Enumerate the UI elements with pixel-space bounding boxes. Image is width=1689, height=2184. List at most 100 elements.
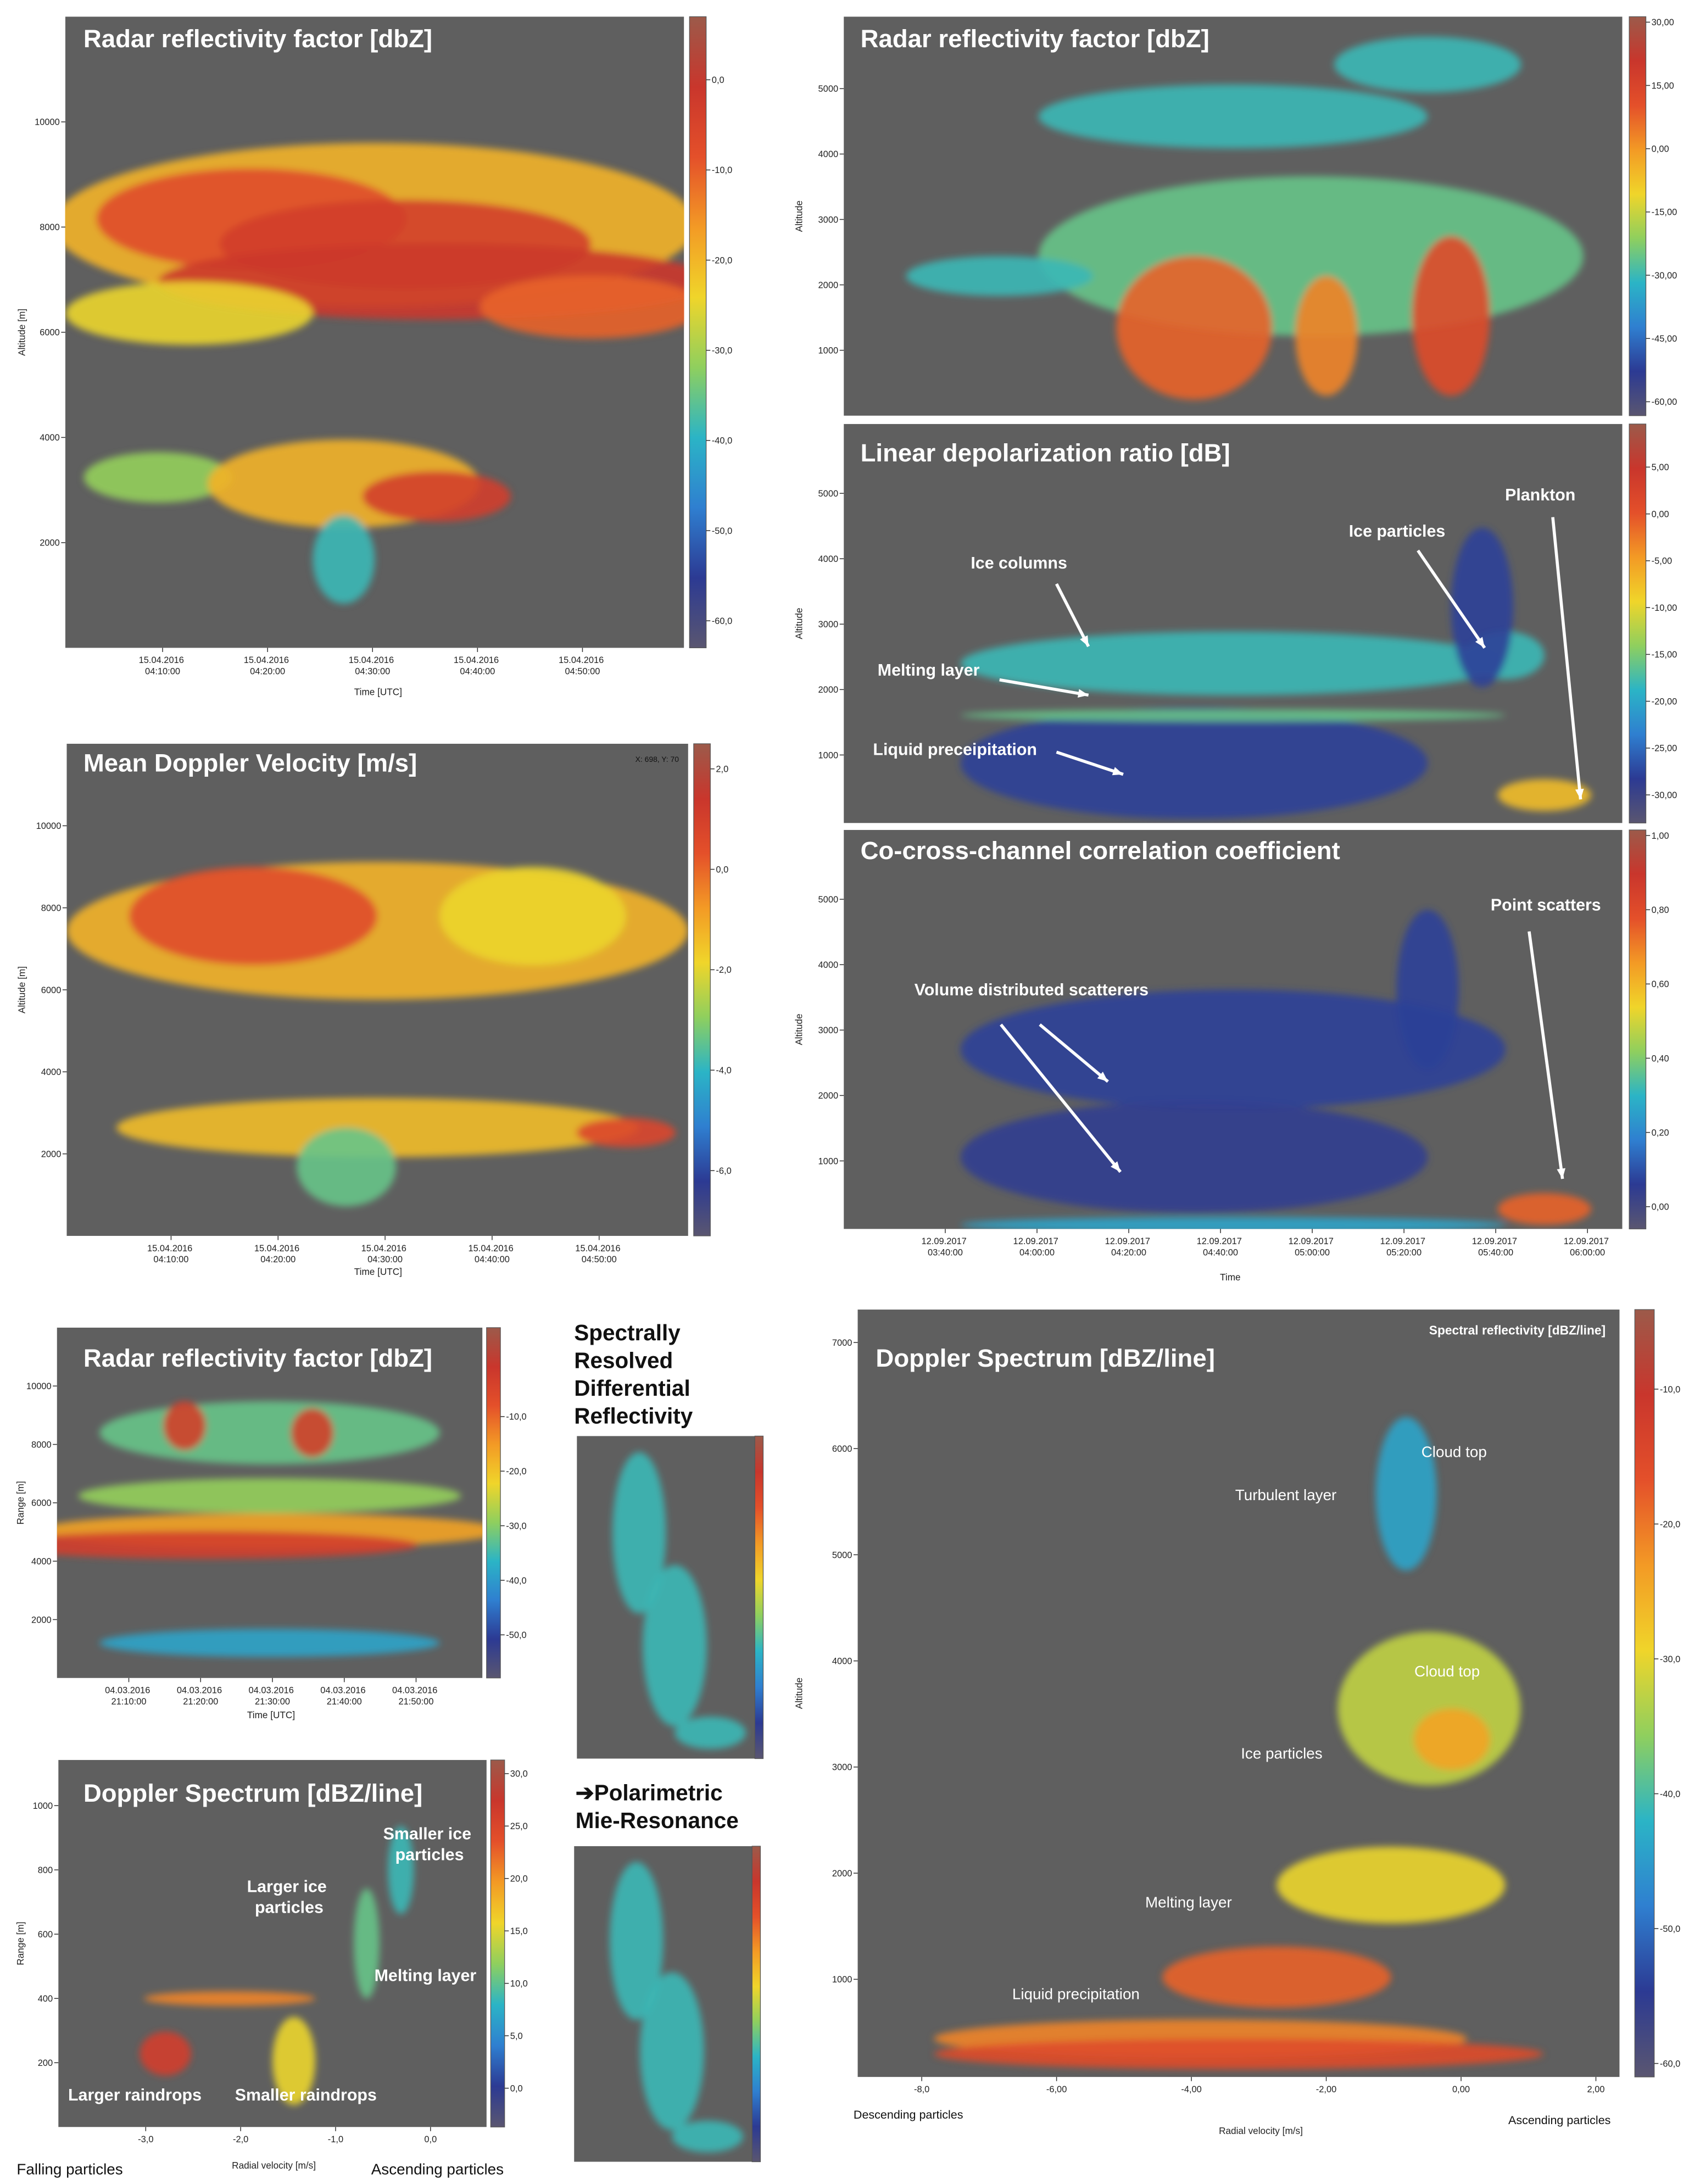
y-tick-label: 2000 — [818, 1091, 839, 1101]
heatmap-image — [960, 910, 1591, 1229]
intensity-region — [1038, 84, 1428, 149]
colorbar-tick-label: 0,00 — [1652, 509, 1669, 519]
colorbar-tick-label: -5,00 — [1652, 556, 1672, 566]
y-tick-label: 4000 — [818, 554, 839, 564]
y-tick-label: 2000 — [41, 1149, 62, 1159]
y-axis-label: Altitude — [793, 1678, 804, 1709]
intensity-region — [99, 1629, 440, 1657]
intensity-region — [78, 1478, 461, 1514]
y-tick-label: 4000 — [31, 1557, 52, 1567]
panel-title: Spectrally Resolved Differential Reflect… — [574, 1320, 696, 1429]
intensity-region — [1375, 1417, 1437, 1571]
y-tick-label: 10000 — [26, 1381, 52, 1391]
x-tick-label: 2,00 — [1587, 2085, 1604, 2094]
text-line: particles — [255, 1898, 324, 1916]
intensity-region — [354, 1888, 380, 1999]
x-tick-label: -8,0 — [914, 2085, 929, 2094]
panel-title: Radar reflectivity factor [dbZ] — [83, 25, 432, 53]
y-tick-label: 5000 — [832, 1550, 852, 1560]
colorbar-tick-label: 25,0 — [510, 1821, 528, 1831]
text-line: 12.09.2017 — [1013, 1236, 1061, 1246]
intensity-region — [906, 256, 1093, 296]
text-line: 12.09.2017 — [1472, 1236, 1520, 1246]
intensity-region — [144, 1991, 315, 2006]
text-line: 05:20:00 — [1386, 1247, 1422, 1257]
x-tick-label: 15.04.2016 04:10:00 — [147, 1244, 195, 1264]
text-line: 06:00:00 — [1570, 1247, 1605, 1257]
colorbar-tick-label: 0,80 — [1652, 905, 1669, 915]
panel-title: Mean Doppler Velocity [m/s] — [83, 749, 417, 777]
text-line: 15.04.2016 — [559, 655, 606, 665]
colorbar-tick-label: 5,00 — [1652, 463, 1669, 472]
x-tick-label: 04.03.2016 21:40:00 — [320, 1686, 368, 1707]
intensity-region — [57, 1530, 419, 1559]
colorbar-tick-label: 30,00 — [1652, 18, 1674, 27]
text-line: Larger ice — [247, 1878, 332, 1896]
x-tick-label: 12.09.2017 06:00:00 — [1564, 1236, 1612, 1257]
text-line: 04:10:00 — [145, 666, 180, 676]
colorbar-tick-label: -30,00 — [1652, 271, 1677, 281]
annotation: Ice particles — [1349, 522, 1446, 541]
intensity-region — [1497, 1193, 1591, 1225]
x-tick-label: 04.03.2016 21:20:00 — [177, 1686, 225, 1707]
y-tick-label: 3000 — [818, 215, 839, 225]
colorbar-tick-label: -25,00 — [1652, 744, 1677, 754]
annotation: Liquid preceipitation — [873, 740, 1037, 759]
y-tick-label: 2000 — [818, 685, 839, 695]
heatmap-image — [65, 143, 684, 604]
intensity-region — [1295, 276, 1358, 396]
annotation-arrow — [1039, 1023, 1109, 1083]
text-line: 12.09.2017 — [1564, 1236, 1612, 1246]
x-tick-label: 04.03.2016 21:50:00 — [392, 1686, 440, 1707]
x-tick-label: -6,00 — [1046, 2085, 1067, 2094]
colorbar-tick-label: 0,00 — [1652, 144, 1669, 154]
annotation: Point scatters — [1491, 896, 1601, 915]
colorbar-tick-label: -2,0 — [716, 965, 731, 975]
text-line: 04:30:00 — [367, 1255, 403, 1264]
colorbar — [689, 16, 707, 649]
x-tick-label: 15.04.2016 04:30:00 — [361, 1244, 409, 1264]
arrow-head — [1097, 1072, 1108, 1082]
colorbar — [486, 1327, 501, 1679]
colorbar-tick-label: 0,0 — [716, 865, 728, 874]
y-axis-label: Altitude [m] — [16, 309, 27, 356]
y-tick-label: 2000 — [832, 1869, 852, 1879]
y-tick-label: 4000 — [818, 149, 839, 159]
text-line: 15.04.2016 — [139, 655, 187, 665]
direction-label: Ascending particles — [371, 2160, 504, 2177]
y-tick-label: 10000 — [35, 118, 60, 127]
text-line: 21:30:00 — [255, 1697, 290, 1707]
x-tick-label: 04.03.2016 21:10:00 — [105, 1686, 153, 1707]
text-line: Mie-Resonance — [576, 1808, 739, 1833]
colorbar — [754, 1435, 764, 1759]
colorbar — [693, 743, 711, 1236]
intensity-region — [1412, 236, 1490, 396]
intensity-region — [1497, 779, 1591, 811]
y-axis-label: Range [m] — [15, 1481, 26, 1524]
colorbar-tick-label: -40,0 — [712, 436, 732, 446]
text-line: 15.04.2016 — [349, 655, 397, 665]
text-line: 04:50:00 — [582, 1255, 617, 1264]
x-tick-label: 15.04.2016 04:40:00 — [454, 655, 501, 676]
y-tick-label: 6000 — [31, 1498, 52, 1508]
text-line: 04.03.2016 — [177, 1686, 225, 1696]
panel-title: Doppler Spectrum [dBZ/line] — [83, 1779, 422, 1807]
x-tick-label: 12.09.2017 05:40:00 — [1472, 1236, 1520, 1257]
intensity-region — [65, 281, 313, 345]
text-line: 15.04.2016 — [147, 1244, 195, 1253]
text-line: 04.03.2016 — [249, 1686, 297, 1696]
x-tick-label: 12.09.2017 04:40:00 — [1197, 1236, 1245, 1257]
annotation: Volume distributed scatterers — [915, 981, 1149, 999]
text-line: 12.09.2017 — [1380, 1236, 1428, 1246]
y-tick-label: 8000 — [40, 222, 60, 232]
colorbar-tick-label: 0,0 — [510, 2083, 523, 2093]
annotation-arrow — [1528, 931, 1564, 1179]
x-tick-label: 0,00 — [1452, 2085, 1470, 2094]
colorbar-tick-label: -40,0 — [506, 1576, 526, 1586]
direction-label: Descending particles — [854, 2108, 963, 2121]
text-line: 04:40:00 — [460, 666, 495, 676]
colorbar-tick-label: -10,0 — [712, 165, 732, 175]
intensity-region — [960, 989, 1506, 1110]
colorbar-tick-label: -15,00 — [1652, 650, 1677, 660]
intensity-region — [960, 1217, 1506, 1229]
